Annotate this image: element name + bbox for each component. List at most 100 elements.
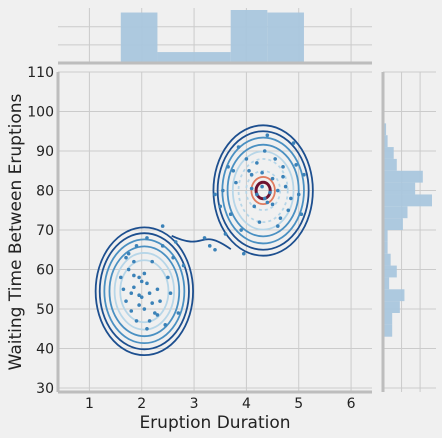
scatter-point: [137, 293, 141, 298]
top-hist-bar: [120, 12, 158, 63]
scatter-point: [226, 165, 230, 169]
joint-plot-area: [56, 71, 372, 394]
scatter-point: [134, 319, 139, 323]
right-hist-bar: [383, 324, 393, 337]
scatter-point: [160, 244, 165, 248]
kde-contour-ring: [108, 245, 181, 338]
scatter-point: [294, 163, 298, 167]
y-tick-label: 60: [36, 263, 54, 279]
scatter-point: [155, 313, 160, 317]
top-histogram-bars: [120, 10, 304, 63]
scatter-point: [276, 188, 280, 193]
scatter-point: [137, 275, 141, 280]
y-tick-label: 100: [27, 105, 54, 121]
right-histogram-bars: [383, 123, 432, 337]
x-axis-label: Eruption Duration: [139, 413, 290, 433]
scatter-point: [202, 236, 207, 240]
right-hist-bar: [383, 277, 390, 290]
scatter-point: [145, 281, 149, 286]
top-hist-bar: [230, 10, 268, 63]
scatter-point: [281, 165, 285, 169]
scatter-point: [262, 149, 267, 153]
scatter-point: [137, 303, 141, 307]
scatter-point: [255, 161, 259, 165]
scatter-point: [139, 295, 144, 299]
scatter-point: [257, 220, 262, 224]
scatter-point: [247, 168, 251, 173]
scatter-point: [150, 301, 154, 305]
scatter-point: [252, 204, 257, 209]
right-hist-bar: [383, 289, 405, 302]
scatter-point: [234, 180, 238, 185]
y-tick-label: 80: [36, 184, 54, 200]
scatter-point: [218, 204, 223, 209]
scatter-point: [273, 157, 277, 161]
y-tick-label: 90: [36, 144, 54, 160]
y-axis-label: Waiting Time Between Eruptions: [6, 93, 26, 370]
scatter-point: [168, 291, 173, 296]
scatter-point: [286, 208, 291, 213]
top-marginal-histogram: [58, 8, 372, 65]
scatter-point: [260, 184, 264, 189]
scatter-point: [132, 273, 136, 278]
scatter-point: [283, 184, 288, 189]
y-tick-label: 50: [36, 302, 54, 318]
scatter-point: [291, 141, 296, 145]
scatter-point: [173, 240, 178, 244]
x-tick-label: 5: [294, 396, 303, 412]
scatter-point: [244, 157, 249, 161]
kde-contour-ring: [113, 252, 175, 331]
right-hist-bar: [383, 312, 393, 325]
right-hist-bar: [383, 135, 388, 148]
y-tick-label: 70: [36, 223, 54, 239]
scatter-point: [289, 196, 293, 201]
scatter-point: [126, 267, 131, 272]
y-tick-label: 40: [36, 342, 54, 358]
scatter-point: [119, 275, 123, 280]
scatter-point: [276, 224, 280, 228]
scatter-point: [249, 172, 254, 177]
main-grid: [58, 71, 372, 392]
right-hist-bar: [383, 230, 388, 242]
top-hist-bar: [194, 52, 231, 63]
kde-contours: [94, 124, 314, 357]
scatter-point: [121, 287, 126, 292]
y-tick-labels: 30 40 50 60 70 80 90 100 110: [27, 65, 54, 397]
kde-contour-ring: [94, 226, 194, 357]
y-tick-label: 110: [27, 65, 54, 81]
kde-contour-ring: [98, 232, 190, 351]
scatter-point: [132, 285, 136, 290]
scatter-point: [176, 311, 181, 315]
scatter-point: [302, 172, 306, 177]
scatter-point: [207, 244, 212, 248]
scatter-point: [158, 299, 162, 303]
right-hist-bar: [383, 218, 403, 231]
right-hist-bar: [383, 158, 397, 171]
kde-contour-ring: [216, 130, 310, 251]
kde-contour-bridge: [171, 235, 232, 250]
right-hist-bar: [383, 123, 387, 136]
right-marginal-histogram: [381, 71, 436, 392]
x-tick-label: 6: [347, 396, 356, 412]
kde-contour-ring: [226, 143, 300, 238]
kde-contour-ring: [119, 259, 170, 324]
scatter-point: [147, 319, 152, 323]
x-tick-label: 3: [190, 396, 199, 412]
right-hist-bar: [383, 206, 408, 219]
scatter-point: [160, 224, 165, 228]
scatter-point: [129, 291, 134, 296]
kde-contour-ring: [212, 124, 314, 257]
x-tick-label: 4: [242, 396, 251, 412]
kde-contour-ring: [103, 238, 186, 345]
scatter-point: [231, 168, 236, 173]
scatter-point: [126, 251, 131, 256]
scatter-point: [241, 251, 246, 256]
scatter-point: [265, 133, 270, 138]
right-hist-bar: [383, 253, 391, 266]
scatter-point: [171, 255, 175, 260]
scatter-point: [181, 263, 186, 268]
scatter-points: [119, 133, 306, 331]
scatter-point: [296, 192, 301, 197]
scatter-point: [221, 188, 225, 193]
scatter-point: [145, 236, 149, 240]
